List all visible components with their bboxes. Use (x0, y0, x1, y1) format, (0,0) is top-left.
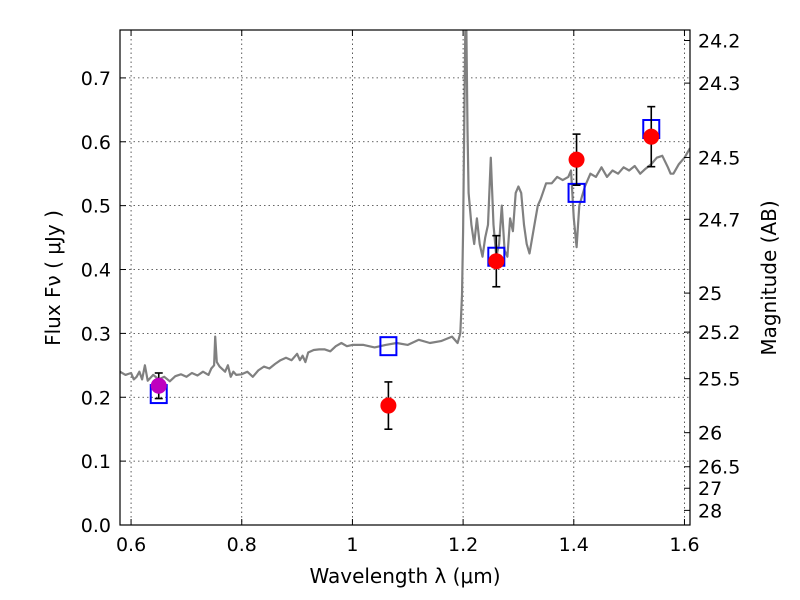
y2-tick-label: 24.2 (698, 30, 740, 52)
y2-axis-label: Magnitude (AB) (757, 200, 781, 355)
y-axis-label: Flux Fν ( μJy ) (41, 210, 65, 346)
data-layer (120, 30, 690, 430)
y2-tick-label: 27 (698, 478, 722, 500)
y2-tick-label: 26 (698, 423, 722, 445)
y-tick-label: 0.3 (81, 323, 111, 345)
x-axis-label: Wavelength λ (μm) (309, 564, 500, 588)
y-tick-label: 0.0 (81, 515, 111, 537)
observed-photometry-point (568, 151, 585, 168)
y-tick-label: 0.2 (81, 387, 111, 409)
y-tick-label: 0.6 (81, 132, 111, 154)
x-tick-label: 1.6 (669, 534, 699, 556)
x-tick-label: 1.2 (448, 534, 478, 556)
y-tick-label: 0.5 (81, 196, 111, 218)
y2-tick-label: 25.5 (698, 369, 740, 391)
axis-ticks: 0.6 0.8 1 1.2 1.4 1.6 0.0 0.1 0.2 0.3 0.4 0.5 0.6 0.7… (81, 30, 740, 556)
x-tick-label: 0.8 (227, 534, 257, 556)
y-tick-label: 0.7 (81, 68, 111, 90)
observed-photometry-point (643, 128, 660, 145)
y2-tick-label: 24.5 (698, 147, 740, 169)
y2-tick-label: 24.7 (698, 209, 740, 231)
y2-tick-label: 28 (698, 500, 722, 522)
observed-photometry-point (488, 253, 505, 270)
plot-frame (119, 29, 691, 526)
y-tick-label: 0.4 (81, 260, 111, 282)
y2-tick-label: 26.5 (698, 457, 740, 479)
x-tick-label: 1.4 (559, 534, 589, 556)
x-tick-label: 0.6 (116, 534, 146, 556)
y-tick-label: 0.1 (81, 451, 111, 473)
x-tick-label: 1 (346, 534, 358, 556)
observed-photometry-point (380, 397, 397, 414)
grid-lines (120, 30, 690, 526)
y2-tick-label: 24.3 (698, 73, 740, 95)
model-photometry-square (379, 336, 398, 357)
y2-tick-label: 25.2 (698, 322, 740, 344)
y2-tick-label: 25 (698, 283, 722, 305)
observed-photometry-point (150, 377, 167, 394)
